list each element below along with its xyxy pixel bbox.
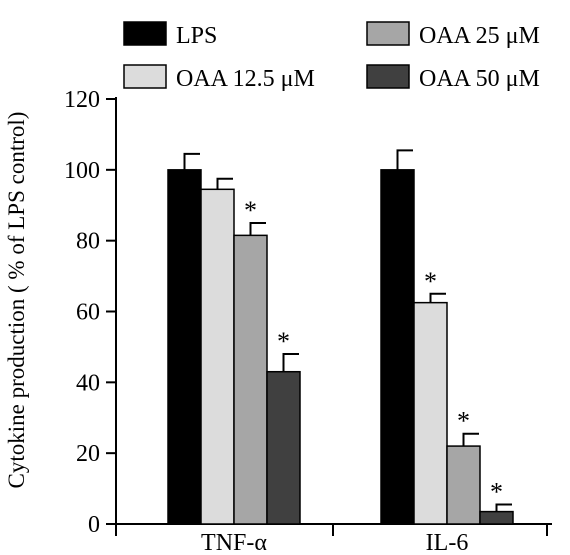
bar — [200, 188, 235, 525]
legend-label: LPS — [176, 23, 217, 49]
bar — [479, 510, 514, 525]
significance-marker: * — [424, 267, 437, 296]
legend-label: OAA 25 μM — [419, 23, 540, 49]
y-axis-label: Cytokine production ( % of LPS control) — [4, 112, 29, 489]
legend-swatch — [123, 21, 167, 46]
bars: * * * * * — [167, 149, 514, 525]
bar — [233, 234, 268, 525]
legend: LPS OAA 12.5 μM OAA 25 μM OAA 50 μM — [123, 21, 540, 92]
bar — [380, 169, 415, 525]
y-tick-label: 60 — [76, 300, 100, 326]
legend-label: OAA 50 μM — [419, 66, 540, 92]
axes: 0 20 40 60 80 100 120 TNF-α IL-6 — [64, 87, 552, 555]
y-tick-label: 0 — [88, 512, 100, 538]
bar — [266, 370, 301, 525]
y-tick-label: 20 — [76, 441, 100, 467]
y-tick-label: 120 — [64, 87, 100, 113]
significance-marker: * — [457, 407, 470, 436]
bar — [413, 301, 448, 525]
legend-swatch — [366, 64, 410, 89]
x-tick-label: TNF-α — [201, 530, 267, 555]
significance-marker: * — [277, 327, 290, 356]
y-tick-label: 100 — [64, 158, 100, 184]
y-tick-label: 80 — [76, 229, 100, 255]
significance-marker: * — [244, 196, 257, 225]
bar — [167, 169, 202, 525]
legend-label: OAA 12.5 μM — [176, 66, 315, 92]
bar — [446, 445, 481, 525]
significance-marker: * — [490, 478, 503, 507]
legend-swatch — [123, 64, 167, 89]
legend-swatch — [366, 21, 410, 46]
x-tick-label: IL-6 — [426, 530, 469, 555]
y-tick-label: 40 — [76, 370, 100, 396]
